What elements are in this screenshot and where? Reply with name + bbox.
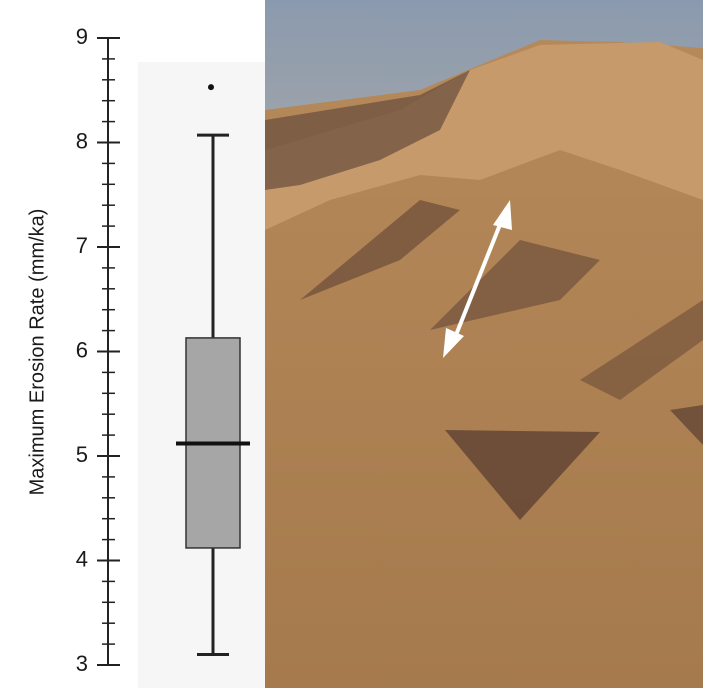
y-tick-label: 8 bbox=[76, 128, 88, 153]
outlier bbox=[208, 84, 214, 90]
y-tick-label: 3 bbox=[76, 651, 88, 676]
figure: Maximum Erosion Rate (mm/ka) 3 4 5 6 7 8 9 bbox=[0, 0, 703, 688]
y-tick-label: 5 bbox=[76, 442, 88, 467]
y-tick-label: 4 bbox=[76, 546, 88, 571]
y-tick-label: 7 bbox=[76, 233, 88, 258]
y-axis-label: Maximum Erosion Rate (mm/ka) bbox=[26, 209, 48, 496]
photo bbox=[265, 0, 703, 688]
y-tick-label: 9 bbox=[76, 24, 88, 49]
y-tick-label: 6 bbox=[76, 337, 88, 362]
